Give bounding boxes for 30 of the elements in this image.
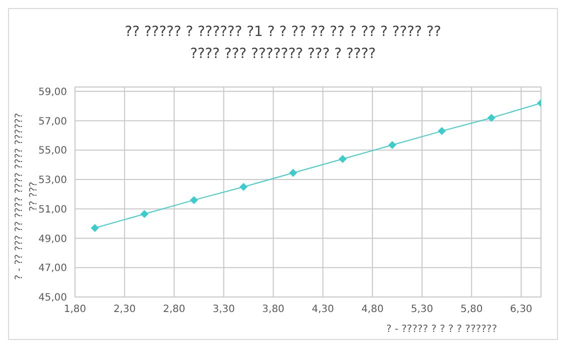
- point: [388, 141, 396, 150]
- point: [438, 127, 446, 136]
- x-tick-label: 4,30: [312, 304, 334, 316]
- y-tick-label: 47,00: [38, 263, 67, 274]
- x-axis-title: ? - ????? ? ? ? ? ??????: [386, 324, 497, 335]
- x-tick-label: 3,30: [212, 304, 235, 316]
- x-tick-label: 2,80: [163, 304, 186, 316]
- y-tick-label: 53,00: [38, 175, 67, 186]
- point: [140, 210, 148, 218]
- point: [487, 114, 496, 122]
- x-tick-label: 5,80: [460, 304, 483, 316]
- point: [289, 168, 298, 177]
- y-tick-label: 45,00: [38, 292, 67, 304]
- y-tick-label: 57,00: [38, 116, 67, 128]
- point: [240, 182, 248, 191]
- y-axis-title: ? - ?? ??? ?? ???? ???? ???? ?????? ?? ???: [14, 112, 40, 280]
- point: [338, 154, 347, 163]
- x-tick-label: 4,80: [361, 304, 384, 316]
- x-tick-label: 1,80: [64, 304, 86, 316]
- y-tick-label: 51,00: [38, 204, 67, 216]
- point: [190, 196, 198, 204]
- y-tick-label: 49,00: [38, 234, 67, 245]
- x-tick-label: 2,30: [113, 304, 136, 316]
- point: [90, 224, 99, 232]
- chart-title: ?? ????? ? ?????? ?1 ? ? ?? ?? ?? ? ?? ? ???? ?? ???? ??? ??????? ??? ? ????: [124, 23, 442, 64]
- x-tick-label: 5,30: [410, 304, 434, 316]
- x-tick-label: 3,80: [262, 304, 284, 316]
- x-tick-label: 6,30: [510, 304, 532, 316]
- y-tick-label: 59,00: [38, 86, 67, 98]
- y-tick-label: 55,00: [38, 146, 67, 157]
